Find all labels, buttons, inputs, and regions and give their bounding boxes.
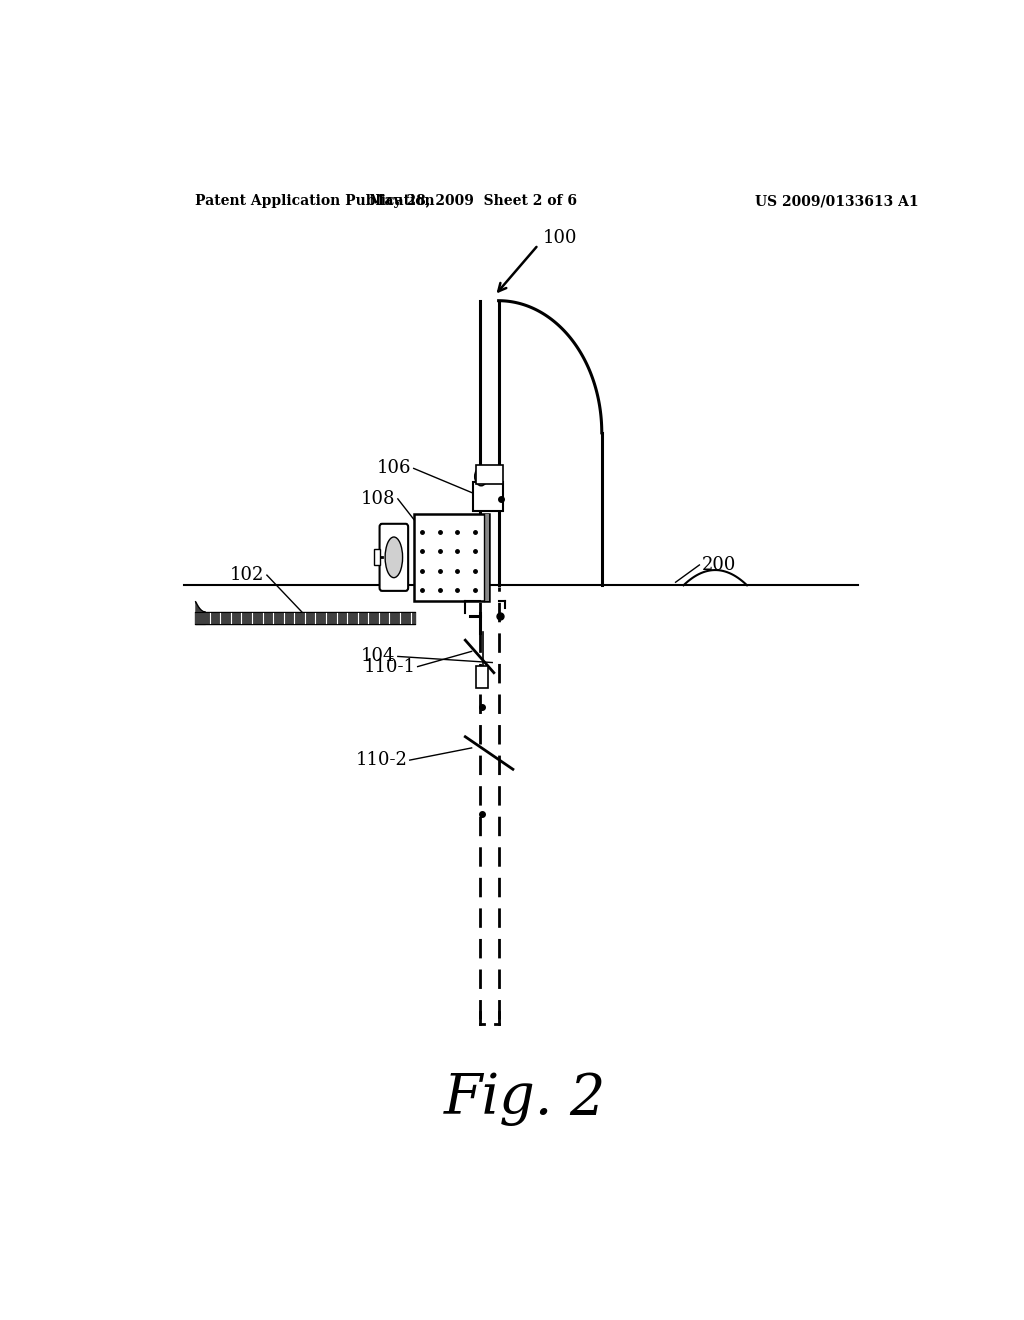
Text: Fig. 2: Fig. 2 (443, 1072, 606, 1126)
Bar (475, 466, 503, 483)
FancyBboxPatch shape (380, 524, 409, 591)
Text: Patent Application Publication: Patent Application Publication (196, 194, 435, 209)
Text: 108: 108 (360, 490, 395, 508)
Bar (473, 482, 503, 511)
Bar (484, 515, 489, 601)
Text: 102: 102 (230, 566, 264, 585)
Ellipse shape (475, 467, 487, 486)
Bar (414, 515, 489, 601)
Text: 200: 200 (701, 556, 736, 574)
Bar (476, 665, 487, 688)
Text: 100: 100 (543, 228, 577, 247)
Bar (374, 549, 380, 565)
Text: 110-1: 110-1 (364, 657, 416, 676)
Text: 110-2: 110-2 (355, 751, 408, 770)
Text: US 2009/0133613 A1: US 2009/0133613 A1 (755, 194, 919, 209)
Text: May 28, 2009  Sheet 2 of 6: May 28, 2009 Sheet 2 of 6 (370, 194, 578, 209)
Ellipse shape (385, 537, 402, 578)
Text: 106: 106 (377, 459, 412, 478)
Text: 104: 104 (361, 647, 395, 665)
